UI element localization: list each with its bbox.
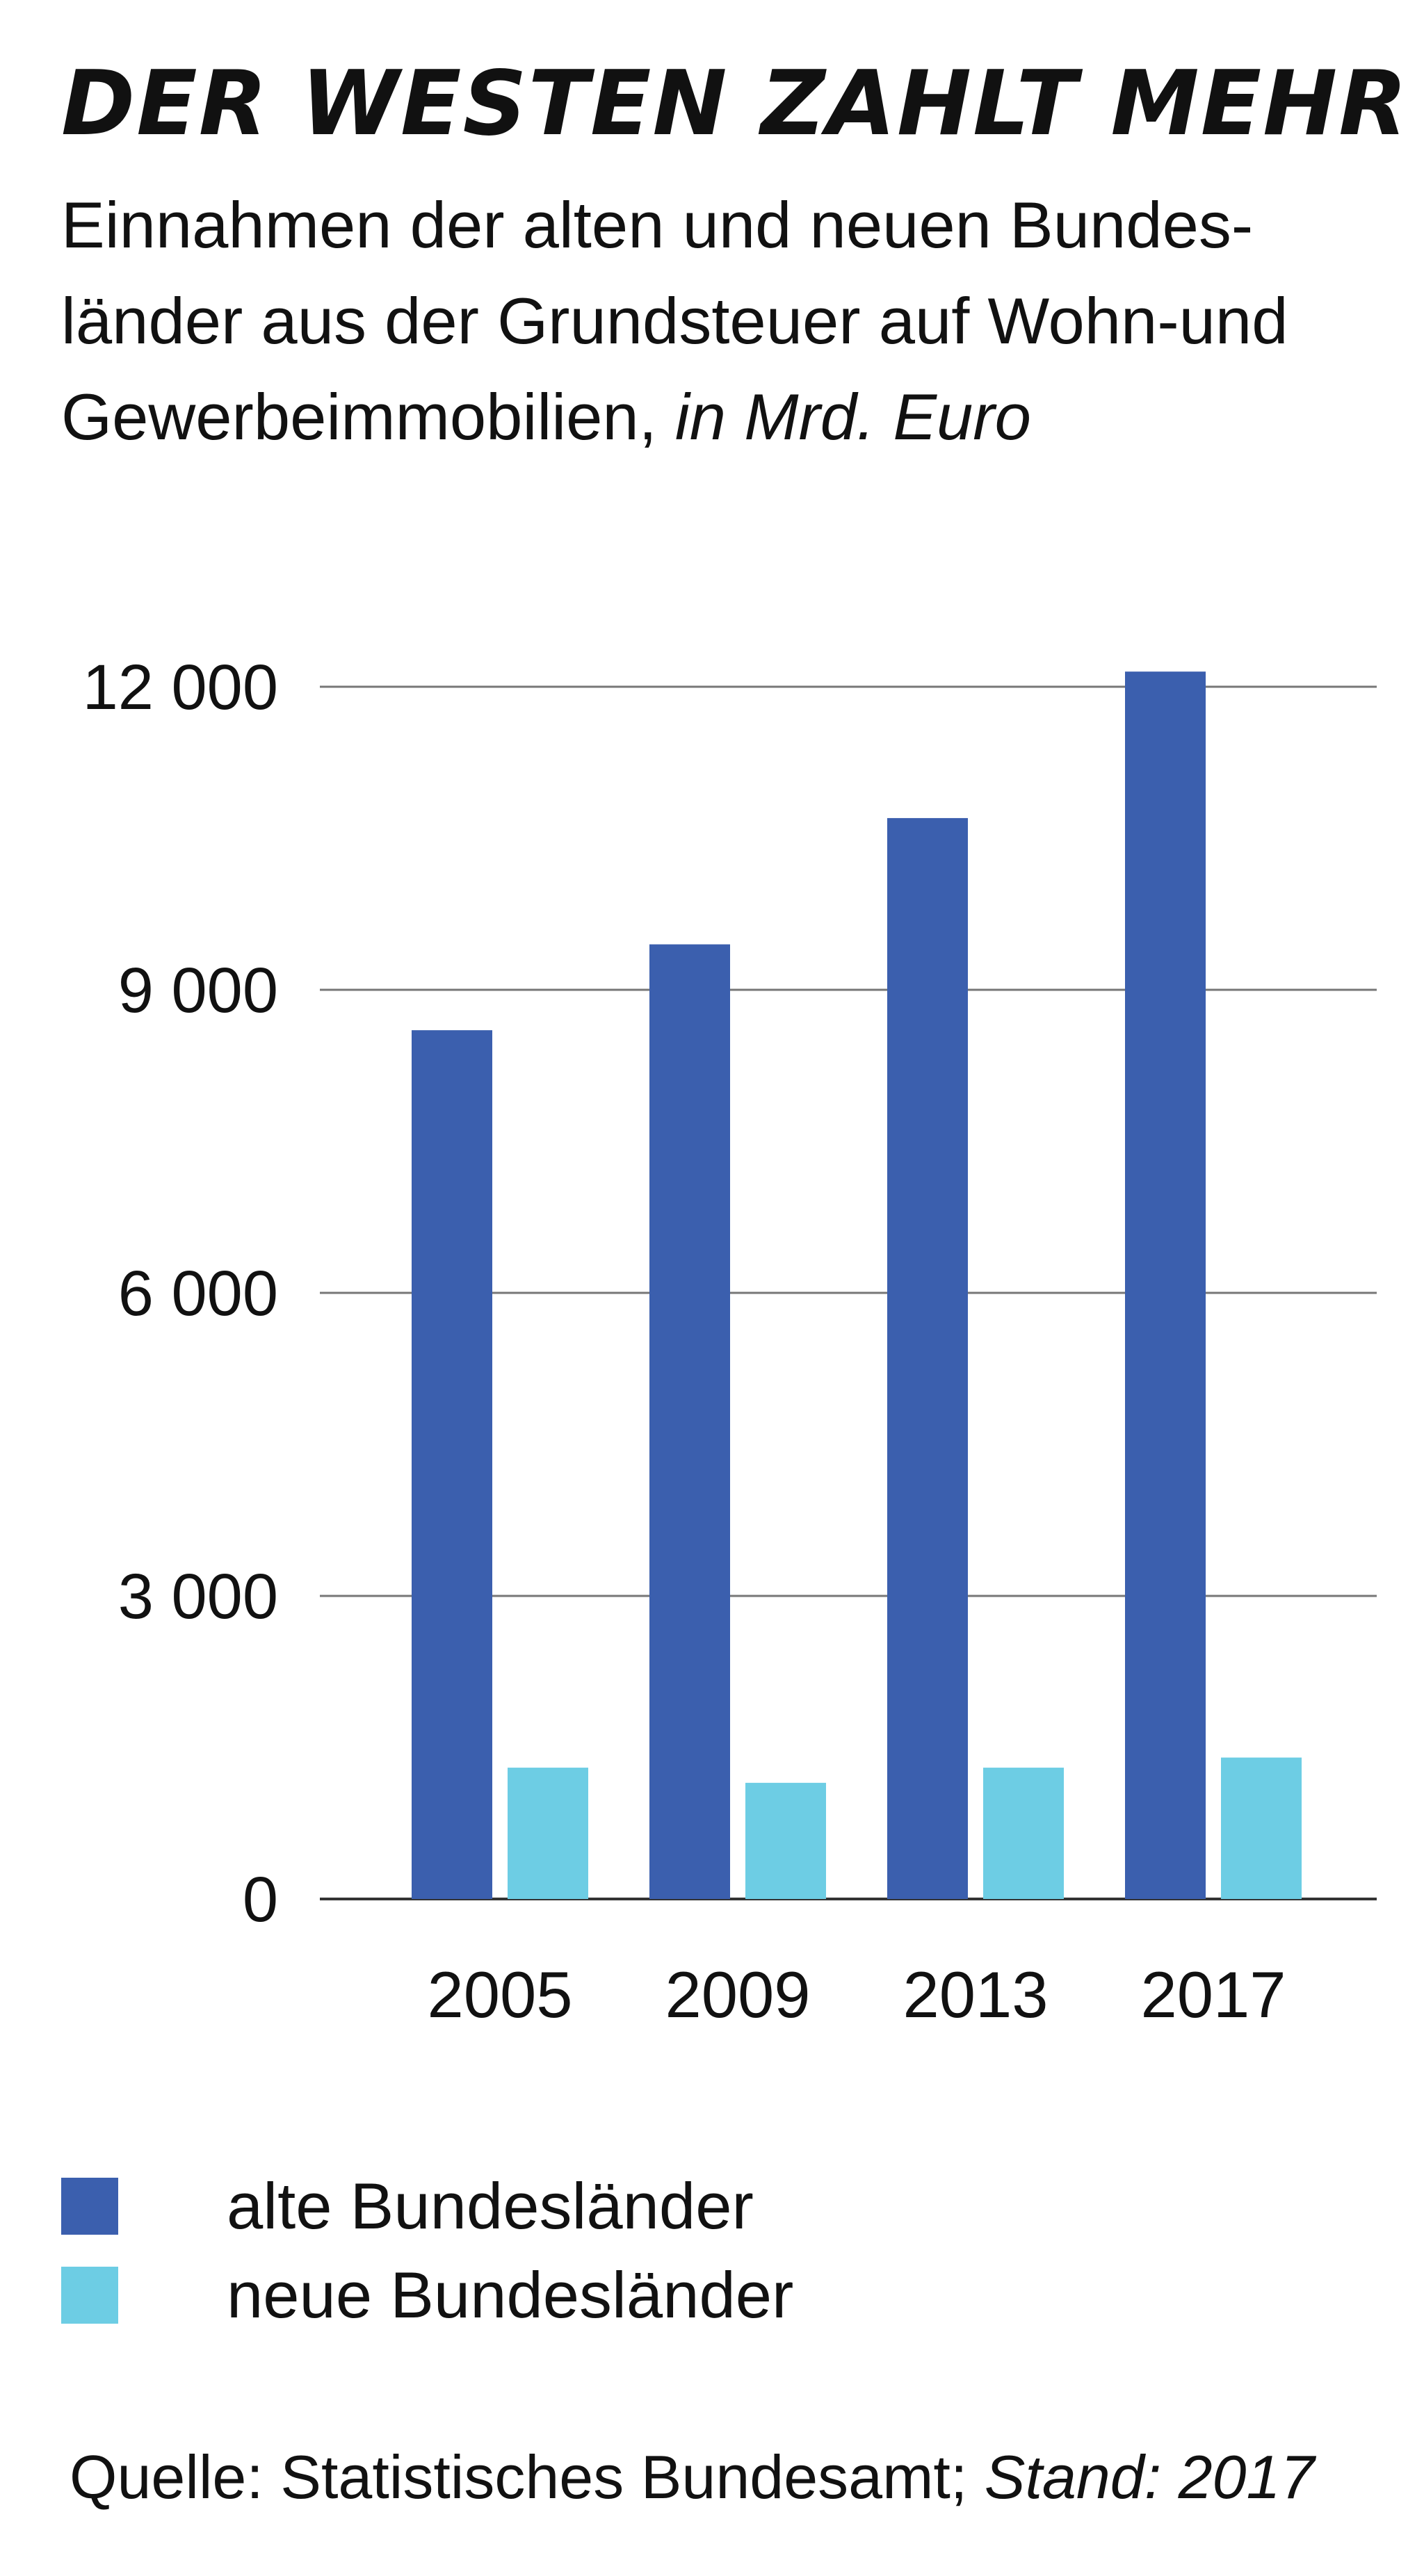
- bar-alte: [887, 817, 968, 1899]
- legend-label-alte: alte Bundesländer: [227, 2169, 754, 2242]
- y-tick-label: 0: [243, 1864, 278, 1935]
- x-tick-label: 2009: [665, 1958, 810, 2031]
- x-tick-label: 2013: [903, 1958, 1048, 2031]
- y-tick-label: 9 000: [118, 955, 278, 1026]
- x-tick-label: 2005: [427, 1958, 572, 2031]
- bar-chart: 0 3 000 6 000 9 000 12 000 2005 2009 2013 2017: [83, 652, 1377, 2031]
- x-tick-label: 2017: [1140, 1958, 1286, 2031]
- y-tick-label: 3 000: [118, 1561, 278, 1632]
- bar-alte: [412, 1030, 492, 1899]
- chart-subtitle: Einnahmen der alten und neuen Bundes-län…: [61, 177, 1410, 465]
- source-text: Quelle: Statistisches Bundesamt;: [70, 2443, 968, 2511]
- unit-label: in Mrd. Euro: [674, 380, 1031, 453]
- stand-text: Stand: 2017: [984, 2443, 1315, 2511]
- bar-alte: [649, 944, 730, 1899]
- bar-neue: [508, 1768, 588, 1899]
- legend-swatch-neue: [61, 2267, 118, 2324]
- y-tick-label: 6 000: [118, 1258, 278, 1329]
- legend-item-alte: alte Bundesländer: [61, 2162, 793, 2251]
- legend-label-neue: neue Bundesländer: [227, 2258, 794, 2331]
- legend-swatch-alte: [61, 2178, 118, 2235]
- chart-title: DER WESTEN ZAHLT MEHR: [61, 52, 1409, 156]
- bar-neue: [1221, 1757, 1302, 1899]
- legend-item-neue: neue Bundesländer: [61, 2251, 793, 2340]
- y-tick-label: 12 000: [83, 652, 278, 723]
- bar-alte: [1125, 671, 1206, 1900]
- bar-neue: [983, 1768, 1064, 1899]
- bar-neue: [745, 1782, 826, 1899]
- source-note: Quelle: Statistisches Bundesamt; Stand: …: [70, 2447, 1314, 2508]
- subtitle-text: Einnahmen der alten und neuen Bundes-län…: [61, 188, 1288, 453]
- legend: alte Bundesländer neue Bundesländer: [61, 2162, 793, 2340]
